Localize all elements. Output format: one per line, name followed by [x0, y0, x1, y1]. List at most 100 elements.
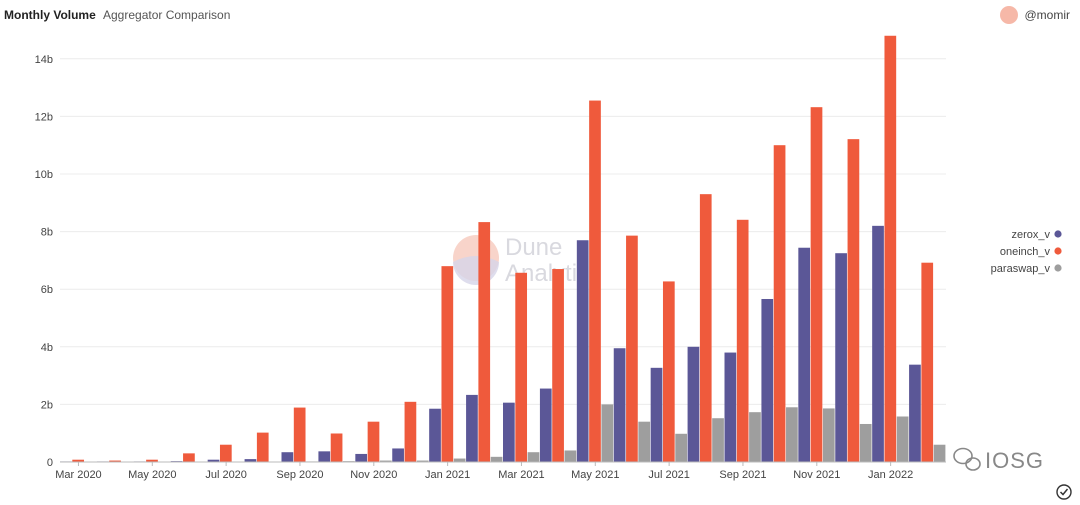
bar-oneinch-v[interactable]: [921, 262, 934, 462]
x-tick-label: Nov 2020: [350, 469, 397, 481]
x-tick-label: Jul 2021: [648, 469, 690, 481]
bar-oneinch-v[interactable]: [293, 407, 306, 462]
bar-oneinch-v[interactable]: [219, 444, 232, 462]
legend-item-paraswap-v[interactable]: paraswap_v: [991, 263, 1062, 275]
bar-paraswap-v[interactable]: [896, 416, 909, 463]
y-tick-label: 4b: [41, 342, 53, 354]
bars: [60, 35, 946, 463]
bar-paraswap-v[interactable]: [416, 460, 429, 462]
wechat-icon: [953, 447, 981, 471]
bar-oneinch-v[interactable]: [736, 219, 749, 462]
x-tick-label: Jul 2020: [205, 469, 247, 481]
bar-paraswap-v[interactable]: [675, 433, 687, 462]
iosg-brand: IOSG: [953, 447, 1044, 473]
x-tick-label: Jan 2022: [868, 469, 913, 481]
bar-oneinch-v[interactable]: [478, 222, 491, 462]
bar-zerox-v[interactable]: [539, 388, 552, 462]
legend-marker: [1054, 247, 1062, 255]
bar-zerox-v[interactable]: [429, 408, 441, 462]
bar-paraswap-v[interactable]: [453, 458, 466, 462]
bar-zerox-v[interactable]: [281, 452, 294, 462]
bar-zerox-v[interactable]: [503, 402, 515, 462]
bar-paraswap-v[interactable]: [712, 418, 724, 462]
bar-oneinch-v[interactable]: [810, 107, 823, 463]
bar-zerox-v[interactable]: [244, 459, 257, 462]
bar-zerox-v[interactable]: [872, 225, 884, 462]
chart-header: Monthly Volume Aggregator Comparison @mo…: [0, 0, 1080, 30]
author-name: @momir: [1024, 8, 1070, 22]
bar-zerox-v[interactable]: [355, 453, 368, 462]
bar-zerox-v[interactable]: [576, 240, 589, 462]
bar-paraswap-v[interactable]: [379, 460, 392, 462]
chart-title: Monthly Volume: [4, 8, 96, 22]
bar-zerox-v[interactable]: [798, 247, 811, 462]
bar-oneinch-v[interactable]: [884, 35, 897, 462]
y-tick-label: 10b: [35, 169, 53, 181]
bar-zerox-v[interactable]: [909, 364, 921, 462]
bar-oneinch-v[interactable]: [662, 281, 675, 462]
bar-oneinch-v[interactable]: [72, 459, 85, 462]
legend-marker: [1054, 264, 1062, 272]
legend-label: oneinch_v: [1000, 246, 1051, 258]
y-tick-label: 2b: [41, 399, 53, 411]
x-tick-label: Sep 2020: [276, 469, 323, 481]
x-tick-label: Nov 2021: [793, 469, 840, 481]
bar-zerox-v[interactable]: [392, 448, 404, 462]
y-tick-label: 6b: [41, 284, 53, 296]
bar-oneinch-v[interactable]: [404, 401, 417, 462]
bar-oneinch-v[interactable]: [330, 433, 343, 462]
bar-oneinch-v[interactable]: [515, 272, 528, 462]
x-tick-label: May 2021: [571, 469, 619, 481]
bar-oneinch-v[interactable]: [699, 194, 712, 462]
bar-zerox-v[interactable]: [761, 298, 774, 462]
bar-paraswap-v[interactable]: [490, 456, 503, 462]
bar-zerox-v[interactable]: [724, 352, 737, 462]
author-badge[interactable]: @momir: [1000, 6, 1070, 24]
bar-oneinch-v[interactable]: [256, 432, 269, 462]
axes: 0 2b 4b 6b 8b 10b 12b 14b Mar 2020 May 2020 Jul 20…: [35, 54, 946, 481]
bar-paraswap-v[interactable]: [749, 412, 761, 462]
bar-zerox-v[interactable]: [650, 367, 663, 462]
x-tick-label: May 2020: [128, 469, 176, 481]
chart-subtitle: Aggregator Comparison: [103, 8, 231, 22]
watermark-logo-shade: [453, 256, 499, 285]
bar-oneinch-v[interactable]: [146, 459, 158, 462]
y-tick-label: 14b: [35, 54, 53, 66]
bar-paraswap-v[interactable]: [564, 450, 577, 462]
bar-oneinch-v[interactable]: [773, 145, 786, 462]
bar-zerox-v[interactable]: [687, 346, 700, 462]
bar-paraswap-v[interactable]: [527, 452, 540, 462]
avatar: [1000, 6, 1019, 24]
bar-paraswap-v[interactable]: [638, 421, 651, 462]
legend-label: paraswap_v: [991, 263, 1051, 275]
legend-item-oneinch-v[interactable]: oneinch_v: [1000, 246, 1062, 258]
bar-oneinch-v[interactable]: [847, 139, 860, 462]
bar-oneinch-v[interactable]: [626, 235, 638, 462]
x-tick-label: Mar 2020: [55, 469, 101, 481]
bar-zerox-v[interactable]: [835, 253, 847, 462]
bar-paraswap-v[interactable]: [933, 444, 946, 462]
bar-paraswap-v[interactable]: [786, 407, 798, 462]
check-circle-icon[interactable]: [1056, 484, 1072, 500]
y-tick-label: 8b: [41, 227, 53, 239]
bar-zerox-v[interactable]: [613, 348, 626, 462]
legend: zerox_v oneinch_v paraswap_v: [991, 229, 1062, 275]
bar-oneinch-v[interactable]: [552, 269, 564, 462]
bar-oneinch-v[interactable]: [367, 421, 380, 462]
bar-oneinch-v[interactable]: [589, 100, 601, 462]
y-tick-label: 0: [47, 457, 53, 469]
bar-oneinch-v[interactable]: [441, 266, 454, 462]
bar-zerox-v[interactable]: [318, 451, 331, 462]
legend-label: zerox_v: [1011, 229, 1050, 241]
iosg-label: IOSG: [985, 448, 1044, 473]
bar-zerox-v[interactable]: [207, 459, 220, 462]
bar-oneinch-v[interactable]: [183, 453, 195, 462]
bar-oneinch-v[interactable]: [109, 460, 121, 462]
bar-paraswap-v[interactable]: [822, 408, 835, 462]
legend-item-zerox-v[interactable]: zerox_v: [1011, 229, 1062, 241]
bar-paraswap-v[interactable]: [859, 423, 872, 462]
bar-paraswap-v[interactable]: [601, 404, 614, 462]
bar-zerox-v[interactable]: [466, 394, 478, 462]
watermark-line1: Dune: [505, 234, 562, 261]
